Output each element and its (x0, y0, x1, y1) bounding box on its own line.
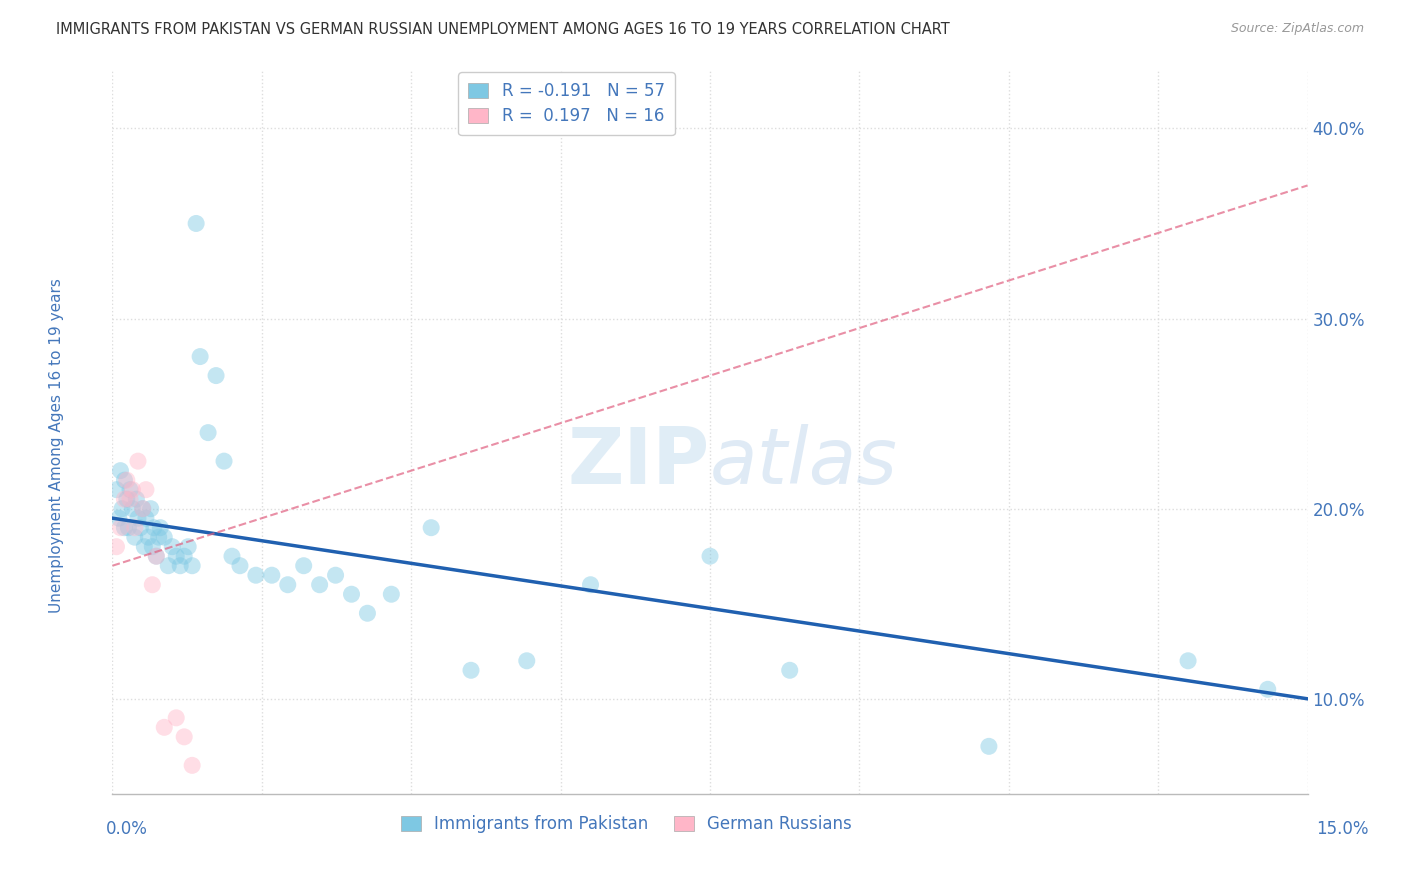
Point (110, 464, 132, 478)
Point (117, 521, 139, 535)
Point (162, 540, 183, 554)
Point (229, 558, 252, 573)
Point (169, 558, 191, 573)
Point (977, 739, 1000, 754)
Point (135, 483, 157, 497)
Point (134, 540, 156, 554)
Point (181, 758, 204, 772)
Point (114, 492, 135, 507)
Point (579, 578, 602, 592)
Point (325, 568, 347, 582)
Point (139, 501, 162, 516)
Point (277, 578, 299, 592)
Point (165, 711, 187, 725)
Point (124, 530, 146, 544)
Point (292, 558, 315, 573)
Point (699, 549, 721, 564)
Point (380, 587, 402, 601)
Point (110, 521, 132, 535)
Point (1257, 682, 1279, 697)
Point (177, 540, 200, 554)
Legend: Immigrants from Pakistan, German Russians: Immigrants from Pakistan, German Russian… (394, 808, 859, 839)
Point (186, 217, 208, 231)
Point (127, 454, 149, 468)
Point (148, 530, 170, 544)
Point (1177, 654, 1199, 668)
Point (205, 368, 228, 383)
Point (125, 492, 148, 507)
Point (132, 501, 155, 516)
Point (105, 540, 128, 554)
Point (135, 511, 157, 525)
Point (111, 501, 134, 516)
Point (173, 730, 195, 744)
Point (141, 540, 163, 554)
Point (121, 483, 143, 497)
Point (516, 654, 538, 668)
Point (212, 454, 235, 468)
Point (127, 511, 149, 525)
Point (779, 663, 801, 677)
Point (153, 530, 176, 544)
Text: ZIP: ZIP (568, 424, 710, 500)
Point (115, 473, 138, 487)
Text: 15.0%: 15.0% (1316, 820, 1369, 838)
Point (308, 578, 330, 592)
Text: IMMIGRANTS FROM PAKISTAN VS GERMAN RUSSIAN UNEMPLOYMENT AMONG AGES 16 TO 19 YEAR: IMMIGRANTS FROM PAKISTAN VS GERMAN RUSSI… (56, 22, 950, 37)
Point (149, 521, 172, 535)
Point (108, 511, 131, 525)
Text: Source: ZipAtlas.com: Source: ZipAtlas.com (1230, 22, 1364, 36)
Point (129, 521, 152, 535)
Point (165, 549, 187, 564)
Point (142, 521, 165, 535)
Point (356, 607, 378, 621)
Point (118, 492, 141, 507)
Text: Unemployment Among Ages 16 to 19 years: Unemployment Among Ages 16 to 19 years (49, 278, 63, 614)
Point (145, 549, 167, 564)
Point (114, 473, 135, 487)
Point (340, 587, 363, 601)
Text: atlas: atlas (710, 424, 898, 500)
Point (114, 521, 135, 535)
Point (138, 530, 160, 544)
Point (221, 549, 243, 564)
Point (460, 663, 482, 677)
Point (420, 521, 443, 535)
Point (157, 558, 180, 573)
Point (153, 720, 176, 734)
Point (173, 549, 195, 564)
Point (141, 578, 163, 592)
Point (181, 558, 204, 573)
Point (105, 483, 128, 497)
Point (118, 483, 141, 497)
Point (115, 492, 138, 507)
Point (245, 568, 267, 582)
Text: 0.0%: 0.0% (105, 820, 148, 838)
Point (197, 425, 219, 440)
Point (188, 350, 211, 364)
Point (132, 501, 155, 516)
Point (124, 521, 146, 535)
Point (121, 501, 143, 516)
Point (145, 549, 167, 564)
Point (260, 568, 283, 582)
